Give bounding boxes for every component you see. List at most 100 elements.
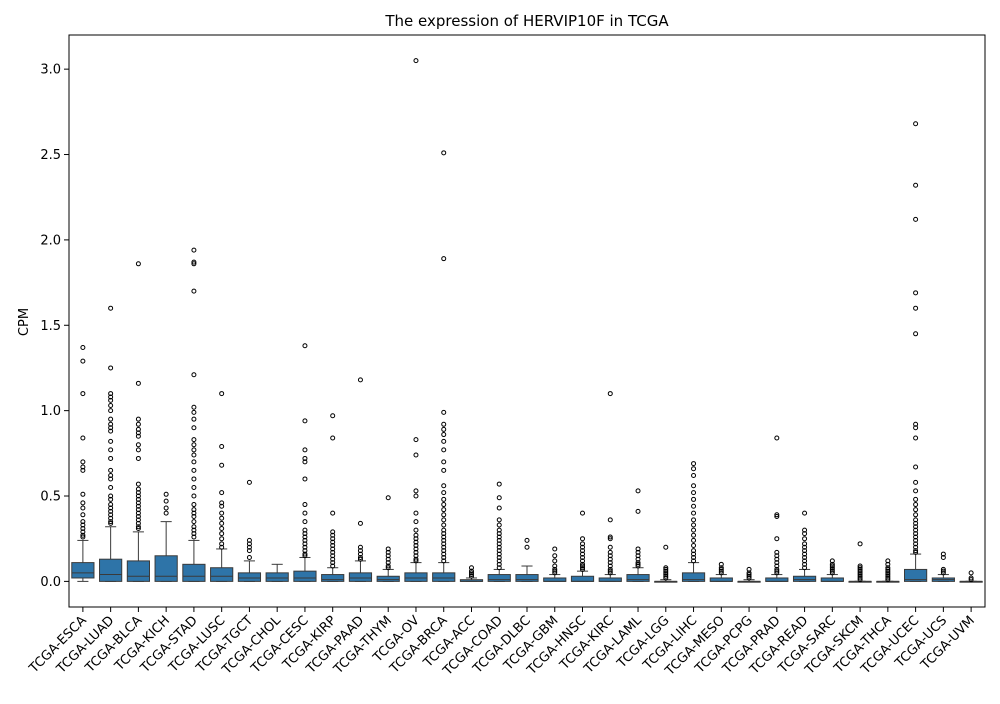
outlier-point — [441, 527, 447, 533]
outlier-point — [108, 447, 114, 453]
outlier-point — [691, 483, 697, 489]
outlier-point — [441, 554, 447, 560]
outlier-point — [441, 467, 447, 473]
outlier-point — [829, 561, 835, 567]
outlier-point — [913, 507, 919, 513]
outlier-point — [80, 529, 86, 535]
outlier-point — [635, 549, 641, 555]
outlier-point — [857, 572, 863, 578]
outlier-point — [330, 536, 336, 542]
outlier-point — [108, 520, 114, 526]
outlier-point — [607, 568, 613, 574]
outlier-point — [108, 438, 114, 444]
outlier-point — [413, 493, 419, 499]
box-body — [126, 560, 150, 582]
outlier-point — [385, 495, 391, 501]
outlier-point — [441, 531, 447, 537]
outlier-point — [302, 544, 308, 550]
outlier-point — [913, 182, 919, 188]
box-body — [71, 562, 95, 579]
outlier-point — [496, 537, 502, 543]
outlier-point — [191, 467, 197, 473]
outlier-point — [885, 565, 891, 571]
outlier-point — [191, 409, 197, 415]
outlier-point — [80, 391, 86, 397]
outlier-point — [774, 560, 780, 566]
outlier-point — [580, 536, 586, 542]
outlier-point — [968, 575, 974, 581]
outlier-point — [135, 481, 141, 487]
outlier-point — [108, 505, 114, 511]
outlier-point — [663, 573, 669, 579]
outlier-point — [191, 261, 197, 267]
outlier-point — [829, 558, 835, 564]
outlier-point — [857, 566, 863, 572]
outlier-point — [691, 517, 697, 523]
outlier-point — [246, 548, 252, 554]
outlier-point — [940, 570, 946, 576]
outlier-point — [246, 479, 252, 485]
outlier-point — [385, 563, 391, 569]
outlier-point — [468, 573, 474, 579]
outlier-point — [829, 566, 835, 572]
y-tick-label: 0.0 — [40, 575, 61, 590]
outlier-point — [885, 558, 891, 564]
outlier-point — [302, 541, 308, 547]
outlier-point — [580, 561, 586, 567]
outlier-point — [357, 554, 363, 560]
outlier-point — [829, 570, 835, 576]
box-body — [598, 577, 622, 582]
outlier-point — [496, 481, 502, 487]
outlier-point — [330, 435, 336, 441]
outlier-point — [385, 556, 391, 562]
outlier-point — [302, 476, 308, 482]
outlier-point — [774, 566, 780, 572]
outlier-point — [552, 570, 558, 576]
outlier-point — [857, 573, 863, 579]
outlier-point — [496, 554, 502, 560]
outlier-point — [330, 532, 336, 538]
outlier-point — [607, 534, 613, 540]
outlier-point — [108, 467, 114, 473]
outlier-point — [913, 464, 919, 470]
outlier-point — [219, 515, 225, 521]
outlier-point — [302, 510, 308, 516]
outlier-point — [191, 531, 197, 537]
outlier-point — [385, 549, 391, 555]
outlier-point — [913, 121, 919, 127]
outlier-point — [219, 531, 225, 537]
outlier-point — [885, 572, 891, 578]
outlier-point — [552, 568, 558, 574]
outlier-point — [913, 534, 919, 540]
box-body — [376, 575, 400, 582]
outlier-point — [607, 556, 613, 562]
outlier-point — [135, 496, 141, 502]
outlier-point — [80, 512, 86, 518]
outlier-point — [80, 519, 86, 525]
outlier-point — [80, 344, 86, 350]
outlier-point — [302, 531, 308, 537]
outlier-point — [441, 551, 447, 557]
outlier-point — [108, 473, 114, 479]
outlier-point — [746, 573, 752, 579]
outlier-point — [802, 558, 808, 564]
box-body — [265, 572, 289, 582]
outlier-point — [774, 512, 780, 518]
y-axis-label: CPM — [17, 308, 32, 336]
outlier-point — [663, 566, 669, 572]
box-body — [681, 572, 706, 582]
outlier-point — [413, 527, 419, 533]
outlier-point — [302, 537, 308, 543]
outlier-point — [413, 549, 419, 555]
outlier-point — [108, 391, 114, 397]
outlier-point — [691, 558, 697, 564]
box-body — [210, 567, 234, 582]
outlier-point — [691, 466, 697, 472]
outlier-point — [163, 505, 169, 511]
outlier-point — [441, 522, 447, 528]
outlier-point — [774, 514, 780, 520]
outlier-point — [135, 490, 141, 496]
outlier-point — [191, 416, 197, 422]
outlier-point — [108, 476, 114, 482]
outlier-point — [135, 442, 141, 448]
